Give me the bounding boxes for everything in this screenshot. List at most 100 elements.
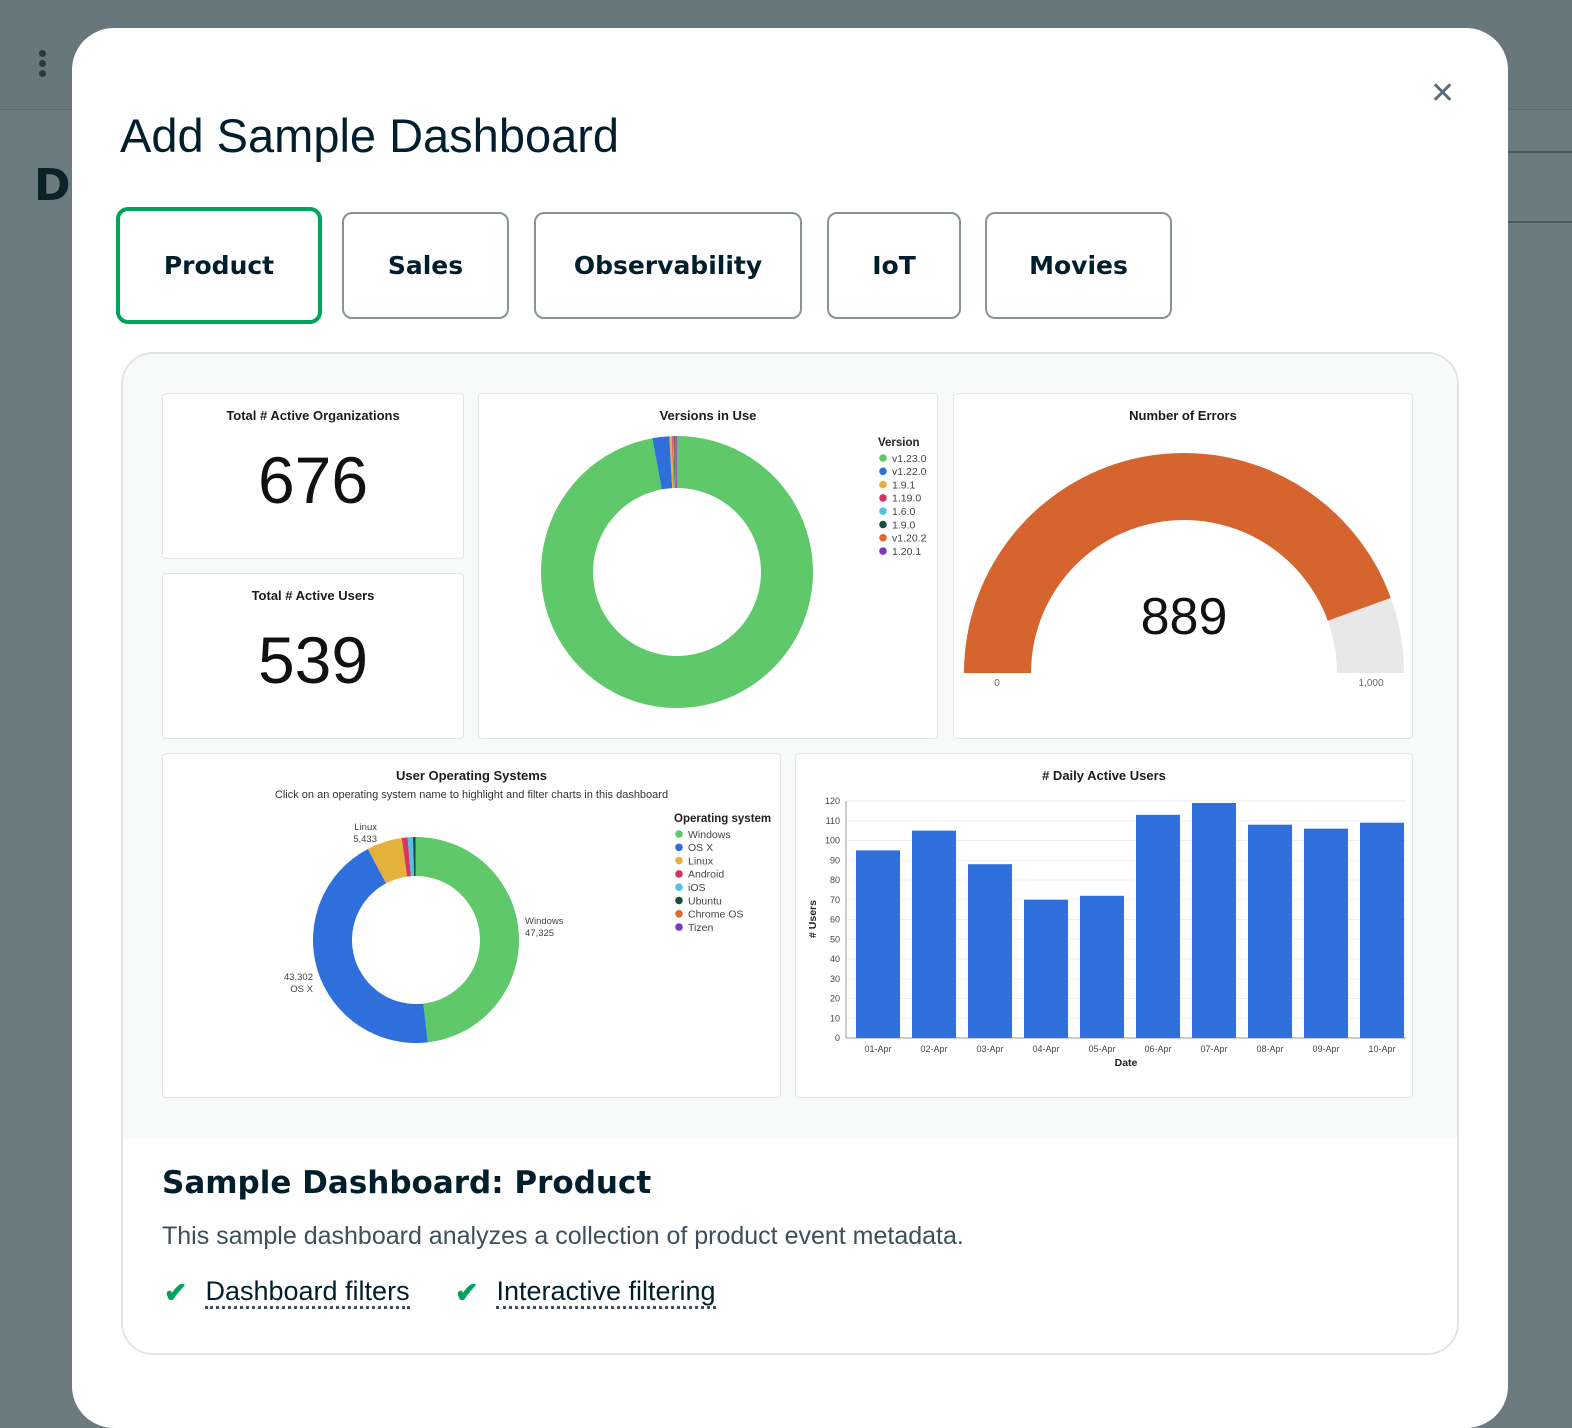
y-tick-label: 30 — [830, 974, 840, 984]
legend-swatch — [675, 897, 683, 905]
gauge-min-label: 0 — [994, 678, 1000, 689]
feature-dashboard-filters: ✔ Dashboard filters — [164, 1276, 410, 1309]
x-tick-label: 05-Apr — [1088, 1044, 1115, 1054]
y-tick-label: 110 — [826, 816, 840, 826]
card-active-organizations: Total # Active Organizations 676 — [162, 393, 464, 559]
bar-04-Apr — [1024, 900, 1068, 1038]
y-tick-label: 60 — [830, 915, 840, 925]
card-user-operating-systems: User Operating Systems Click on an opera… — [162, 753, 781, 1098]
x-axis-title: Date — [1115, 1057, 1138, 1069]
tab-iot[interactable]: IoT — [827, 212, 961, 319]
legend-swatch — [879, 481, 887, 489]
bar-06-Apr — [1136, 815, 1180, 1038]
kebab-menu-icon[interactable] — [39, 50, 47, 80]
legend-item[interactable]: Chrome OS — [688, 909, 743, 921]
errors-gauge-chart: 889 0 1,000 — [954, 394, 1414, 740]
legend-swatch — [675, 923, 683, 931]
legend-item[interactable]: 1.20.1 — [892, 546, 921, 558]
legend-swatch — [675, 870, 683, 878]
bar-10-Apr — [1360, 823, 1404, 1038]
tab-sales[interactable]: Sales — [342, 212, 509, 319]
kpi-value: 539 — [163, 622, 463, 698]
legend-swatch — [879, 494, 887, 502]
legend-item[interactable]: Linux — [688, 855, 714, 867]
y-tick-label: 120 — [825, 796, 840, 806]
y-tick-label: 10 — [830, 1013, 840, 1023]
legend-swatch — [879, 507, 887, 515]
legend-item[interactable]: v1.23.0 — [892, 453, 927, 465]
divider — [1508, 151, 1572, 153]
bar-02-Apr — [912, 831, 956, 1038]
versions-donut-chart: Version v1.23.0v1.22.01.9.1 1.19.01.6.01.9… — [479, 394, 939, 740]
checkmark-icon: ✔ — [164, 1276, 187, 1309]
y-tick-label: 50 — [830, 934, 840, 944]
gauge-max-label: 1,000 — [1358, 678, 1383, 689]
x-tick-label: 07-Apr — [1200, 1044, 1227, 1054]
legend-item[interactable]: Ubuntu — [688, 895, 722, 907]
bar-07-Apr — [1192, 803, 1236, 1038]
slice-label-linux: 5,433 — [353, 834, 377, 845]
feature-label[interactable]: Dashboard filters — [205, 1276, 409, 1309]
x-tick-label: 08-Apr — [1256, 1044, 1283, 1054]
legend-item[interactable]: 1.9.0 — [892, 519, 916, 531]
bar-09-Apr — [1304, 829, 1348, 1038]
legend-item[interactable]: 1.19.0 — [892, 493, 921, 505]
slice-label-windows: 47,325 — [525, 928, 554, 939]
gauge-value: 889 — [1141, 588, 1228, 646]
x-tick-label: 06-Apr — [1144, 1044, 1171, 1054]
bar-01-Apr — [856, 850, 900, 1038]
description-title: Sample Dashboard: Product — [162, 1165, 651, 1201]
legend-item[interactable]: Windows — [688, 829, 731, 841]
bar-05-Apr — [1080, 896, 1124, 1038]
feature-label[interactable]: Interactive filtering — [496, 1276, 715, 1309]
y-tick-label: 70 — [830, 895, 840, 905]
x-tick-label: 10-Apr — [1368, 1044, 1395, 1054]
feature-interactive-filtering: ✔ Interactive filtering — [455, 1276, 716, 1309]
legend-title: Operating system — [674, 813, 771, 825]
checkmark-icon: ✔ — [455, 1276, 478, 1309]
y-tick-label: 80 — [830, 875, 840, 885]
legend-item[interactable]: iOS — [688, 882, 706, 894]
legend-item[interactable]: Tizen — [688, 922, 713, 934]
modal-title: Add Sample Dashboard — [120, 108, 619, 163]
tab-product[interactable]: Product — [116, 207, 322, 324]
legend-swatch — [879, 468, 887, 476]
close-icon[interactable]: ✕ — [1430, 76, 1455, 111]
kpi-value: 676 — [163, 442, 463, 518]
x-tick-label: 03-Apr — [976, 1044, 1003, 1054]
slice-label-windows: Windows — [525, 916, 564, 927]
os-slice-windows — [416, 837, 519, 1042]
description-text: This sample dashboard analyzes a collect… — [162, 1222, 964, 1251]
slice-label-osx: OS X — [290, 984, 313, 995]
legend-swatch — [675, 910, 683, 918]
legend-item[interactable]: 1.6.0 — [892, 506, 916, 518]
card-title: Total # Active Users — [163, 588, 463, 603]
bar-03-Apr — [968, 864, 1012, 1038]
legend-item[interactable]: v1.20.2 — [892, 533, 927, 545]
slice-label-linux: Linux — [354, 822, 377, 833]
legend-title: Version — [878, 437, 920, 449]
legend-item[interactable]: 1.9.1 — [892, 479, 916, 491]
x-tick-label: 09-Apr — [1312, 1044, 1339, 1054]
y-tick-label: 0 — [835, 1033, 840, 1043]
legend-swatch — [675, 883, 683, 891]
tab-movies[interactable]: Movies — [985, 212, 1172, 319]
y-tick-label: 40 — [830, 954, 840, 964]
y-axis-title: # Users — [807, 900, 819, 938]
legend-item[interactable]: OS X — [688, 842, 713, 854]
tab-observability[interactable]: Observability — [534, 212, 802, 319]
card-title: Total # Active Organizations — [163, 408, 463, 423]
y-tick-label: 20 — [830, 994, 840, 1004]
legend-swatch — [879, 547, 887, 555]
x-tick-label: 04-Apr — [1032, 1044, 1059, 1054]
x-tick-label: 02-Apr — [920, 1044, 947, 1054]
x-tick-label: 01-Apr — [864, 1044, 891, 1054]
legend-item[interactable]: v1.22.0 — [892, 466, 927, 478]
legend-swatch — [675, 857, 683, 865]
legend-item[interactable]: Android — [688, 869, 724, 881]
legend-swatch — [675, 844, 683, 852]
